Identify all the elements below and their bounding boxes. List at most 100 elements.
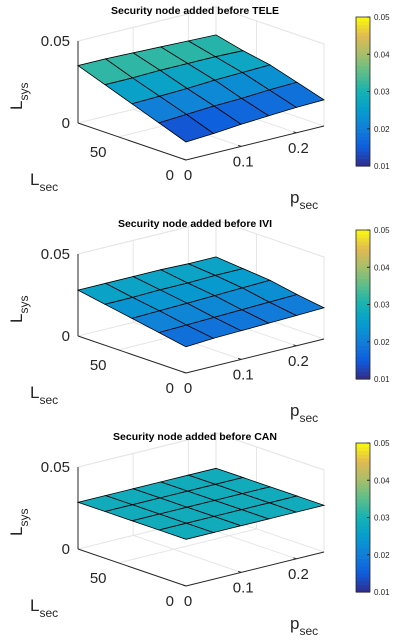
colorbar-segment — [356, 285, 370, 291]
colorbar-segment — [356, 334, 370, 339]
z-tick-label: 0.05 — [41, 246, 70, 263]
x-tick-mark — [293, 131, 297, 134]
grid-line — [77, 432, 325, 471]
x-tick-label: 0 — [184, 167, 192, 184]
colorbar-segment — [356, 551, 370, 556]
colorbar-segment — [356, 554, 370, 560]
colorbar-tick-label: 0.03 — [374, 88, 390, 97]
y-tick-label: 0 — [166, 167, 174, 184]
y-tick-label: 0 — [166, 593, 174, 610]
colorbar-segment — [356, 308, 370, 313]
colorbar-segment — [356, 151, 370, 156]
colorbar-segment — [356, 469, 370, 474]
colorbar-segment — [356, 483, 370, 489]
colorbar-segment — [356, 241, 370, 246]
colorbar-segment — [356, 315, 370, 320]
surface — [76, 256, 326, 348]
colorbar-segment — [356, 158, 370, 163]
chart-title: Security node added before TELE — [111, 5, 279, 17]
x-axis-label: psec — [290, 614, 318, 638]
colorbar-segment — [356, 341, 370, 347]
colorbar-segment — [356, 113, 370, 119]
grid-line — [77, 6, 325, 45]
axes — [77, 467, 325, 587]
colorbar-tick-label: 0.01 — [374, 375, 390, 384]
colorbar-segment — [356, 450, 370, 455]
colorbar-segment — [356, 558, 370, 563]
colorbar-segment — [356, 80, 370, 85]
colorbar-segment — [356, 274, 370, 280]
colorbar-segment — [356, 98, 370, 104]
colorbar-segment — [356, 446, 370, 452]
colorbar-tick-label: 0.01 — [374, 162, 390, 171]
axes — [77, 41, 325, 161]
colorbar-segment — [356, 237, 370, 242]
colorbar-segment — [356, 326, 370, 332]
colorbar-tick-label: 0.05 — [374, 13, 390, 22]
x-axis-line — [185, 338, 325, 374]
colorbar-segment — [356, 532, 370, 537]
surface-patch — [268, 81, 325, 108]
z-tick-label: 0 — [62, 115, 70, 132]
colorbar-segment — [356, 132, 370, 137]
x-tick-label: 0.1 — [233, 366, 254, 383]
colorbar: 0.01 0.02 0.03 0.04 0.05 — [355, 13, 390, 171]
surface-patch — [267, 495, 326, 513]
y-tick-label: 50 — [90, 144, 107, 161]
colorbar-segment — [356, 20, 370, 26]
colorbar-segment — [356, 35, 370, 40]
colorbar-segment — [356, 128, 370, 134]
colorbar-segment — [356, 524, 370, 530]
colorbar-segment — [356, 143, 370, 148]
colorbar-segment — [356, 487, 370, 493]
colorbar-segment — [356, 54, 370, 59]
y-axis-line — [77, 548, 187, 587]
colorbar-segment — [356, 43, 370, 48]
colorbar-tick-label: 0.01 — [374, 588, 390, 597]
colorbar-segment — [356, 457, 370, 463]
z-axis-label: Lsys — [7, 509, 31, 536]
x-tick-mark — [182, 584, 187, 587]
colorbar-segment — [356, 300, 370, 306]
y-tick-label: 50 — [90, 357, 107, 374]
colorbar-tick-label: 0.05 — [374, 439, 390, 448]
x-tick-mark — [182, 158, 187, 161]
colorbar-segment — [356, 371, 370, 376]
colorbar-segment — [356, 573, 370, 578]
y-axis-line — [77, 335, 187, 374]
colorbar-segment — [356, 270, 370, 276]
colorbar-segment — [356, 528, 370, 533]
surface-chart: 0 0.1 0.2 0 50 0 0.05 psec Lsec Lsys Security node… — [7, 431, 390, 638]
colorbar-tick-label: 0.03 — [374, 301, 390, 310]
colorbar-segment — [356, 375, 370, 380]
colorbar-segment — [356, 502, 370, 507]
axes — [77, 254, 325, 374]
y-axis-label: Lsec — [30, 596, 58, 620]
colorbar-segment — [356, 569, 370, 574]
colorbar-segment — [356, 539, 370, 545]
grid-line — [132, 453, 242, 573]
colorbar-segment — [356, 233, 370, 239]
colorbar-segment — [356, 147, 370, 152]
colorbar-tick-label: 0.03 — [374, 514, 390, 523]
chart-title: Security node added before IVI — [118, 218, 272, 230]
colorbar-segment — [356, 461, 370, 466]
colorbar-segment — [356, 84, 370, 89]
colorbar-segment — [356, 562, 370, 567]
colorbar-segment — [356, 121, 370, 126]
colorbar-tick-label: 0.04 — [374, 50, 390, 59]
x-axis-label: psec — [290, 188, 318, 212]
x-axis-line — [185, 125, 325, 161]
colorbar-segment — [356, 162, 370, 167]
x-axis-label: psec — [290, 401, 318, 425]
tick-labels: 0 0.1 0.2 0 50 0 0.05 — [41, 246, 309, 397]
chart-title: Security node added before CAN — [113, 431, 277, 443]
colorbar-segment — [356, 87, 370, 93]
z-axis-label: Lsys — [7, 296, 31, 323]
colorbar-segment — [356, 263, 370, 268]
x-tick-mark — [238, 357, 242, 360]
colorbar-segment — [356, 91, 370, 96]
colorbar-segment — [356, 323, 370, 328]
colorbar-segment — [356, 230, 370, 235]
colorbar-segment — [356, 139, 370, 145]
